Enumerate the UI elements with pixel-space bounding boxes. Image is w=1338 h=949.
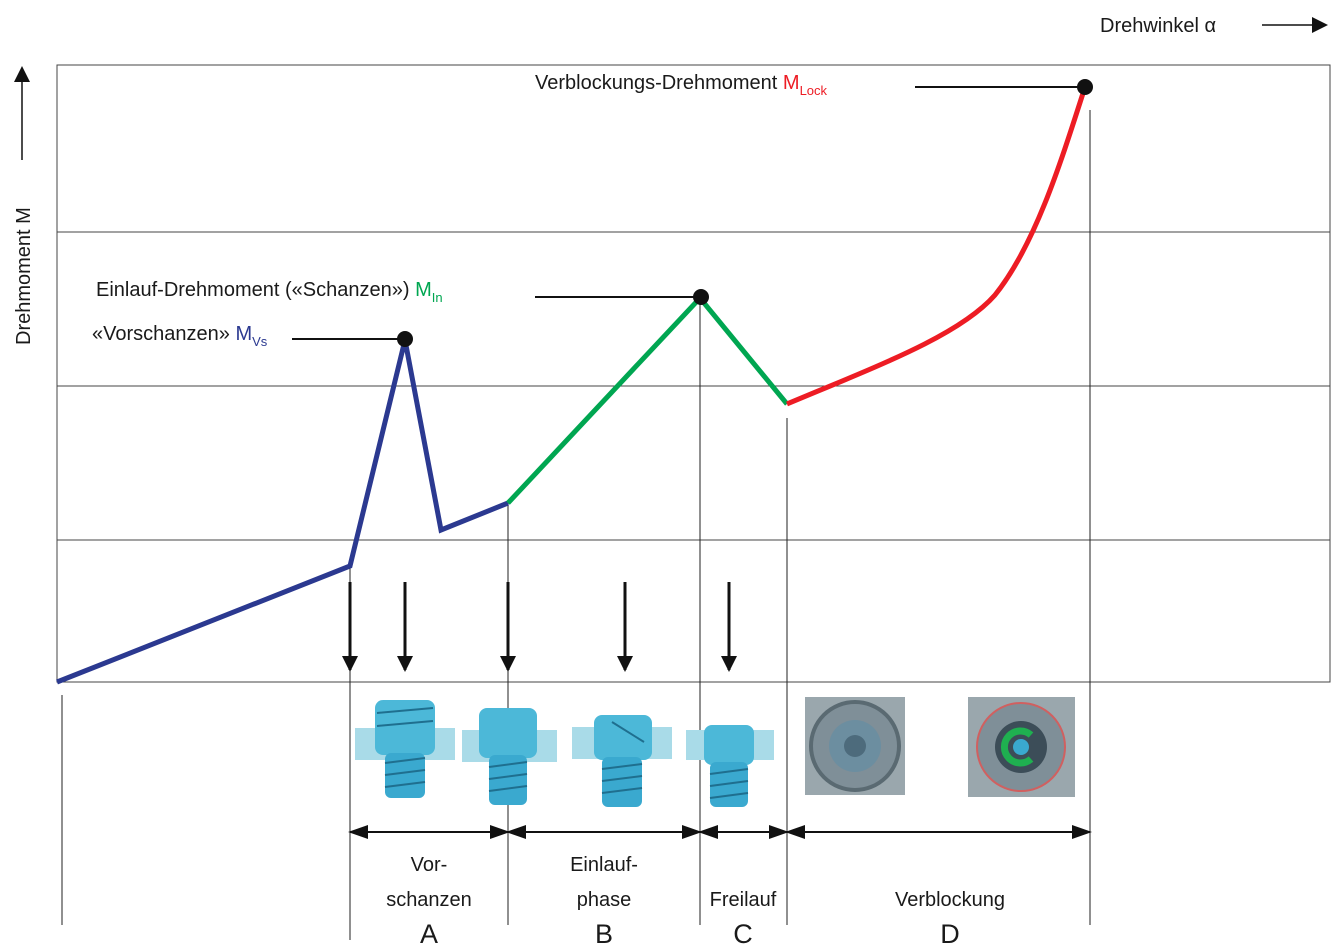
curve-vorschanzen: [56, 339, 509, 685]
symbol: M: [415, 279, 432, 301]
subscript: Vs: [252, 334, 268, 349]
phase-letter: D: [940, 919, 960, 949]
subscript: Lock: [800, 83, 828, 98]
annotation-vs: «Vorschanzen» MVs: [92, 323, 268, 349]
phase-label: Verblockung: [895, 889, 1005, 911]
phase-label: phase: [577, 889, 632, 911]
point-einlauf: [693, 289, 709, 305]
phase-letter: C: [733, 919, 753, 949]
plot-frame: [56, 64, 1331, 683]
phase-letter: B: [595, 919, 613, 949]
down-arrows: [342, 582, 737, 672]
annotation-lock: Verblockungs-Drehmoment MLock: [535, 72, 828, 98]
phase-label: schanzen: [386, 889, 472, 911]
y-axis-label: Drehmoment M: [13, 207, 35, 345]
symbol: M: [235, 323, 252, 345]
phase-label: Vor-: [411, 854, 448, 876]
x-axis-label: Drehwinkel α: [1100, 15, 1216, 37]
screw-images: [355, 697, 1075, 807]
guide-lines: [61, 110, 1091, 940]
annotation-text: «Vorschanzen»: [92, 323, 230, 345]
point-vorschanzen: [397, 331, 413, 347]
subscript: In: [432, 290, 443, 305]
phase-label: Einlauf-: [570, 854, 638, 876]
annotation-text: Verblockungs-Drehmoment: [535, 72, 778, 94]
annotation-text: Einlauf-Drehmoment («Schanzen»): [96, 279, 410, 301]
curve-einlauf: [506, 294, 789, 505]
curve-verblockung: [786, 86, 1088, 407]
phase-label: Freilauf: [710, 889, 777, 911]
point-lock: [1077, 79, 1093, 95]
phase-letter: A: [420, 919, 438, 949]
annotation-in: Einlauf-Drehmoment («Schanzen») MIn: [96, 279, 443, 305]
symbol: M: [783, 72, 800, 94]
